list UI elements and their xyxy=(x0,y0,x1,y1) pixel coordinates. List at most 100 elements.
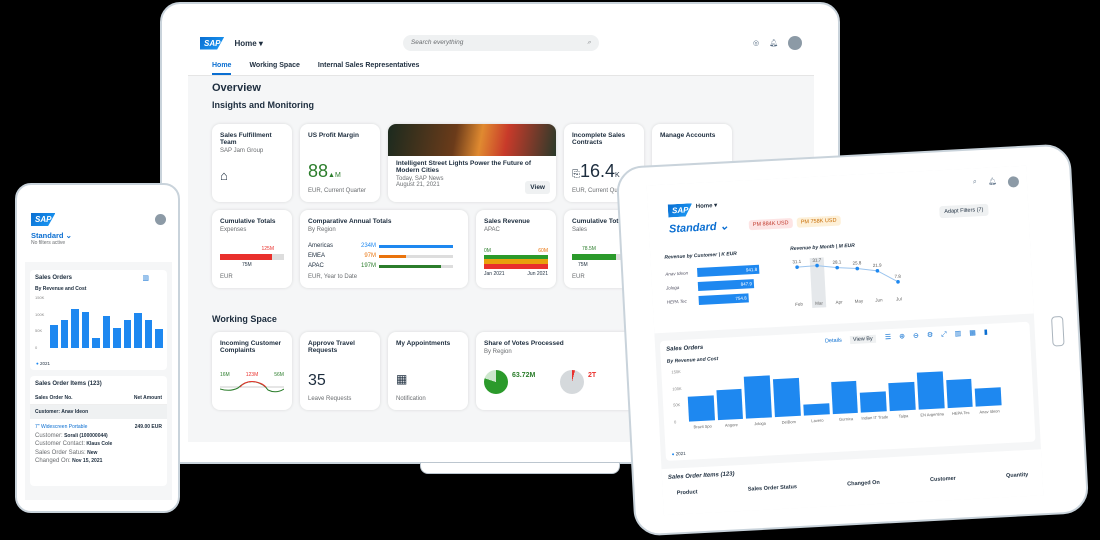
tab-working-space[interactable]: Working Space xyxy=(249,62,300,69)
customer-bar: 847.9 xyxy=(697,278,755,291)
bar[interactable] xyxy=(71,308,79,348)
kpi-chip[interactable]: PM 758K USD xyxy=(796,215,841,228)
y-tick-label: 150K xyxy=(671,369,681,375)
view-by-button[interactable]: View By xyxy=(849,334,876,345)
card-cumulative-expenses[interactable]: Cumulative Totals Expenses 125M 75M EUR xyxy=(212,210,292,288)
x-tick-label: Jun xyxy=(875,297,883,302)
tablet-screen: SAP Home ▾ 🔔︎ ⌕ Standard ⌄ PM 884K USD P… xyxy=(646,165,1044,516)
x-tick-label: Feb xyxy=(795,302,804,307)
bar[interactable] xyxy=(830,381,859,415)
bar[interactable] xyxy=(687,395,715,422)
table-row[interactable]: 7" Widescreen Portable 249.00 EUR Custome… xyxy=(35,424,162,464)
view-button[interactable]: View xyxy=(525,181,550,194)
y-tick-label: 0 xyxy=(673,419,677,425)
x-tick-label: Anav Ideon xyxy=(979,408,1000,415)
bar[interactable] xyxy=(134,313,142,348)
bar[interactable] xyxy=(916,371,945,410)
bar[interactable] xyxy=(773,377,801,418)
bar[interactable] xyxy=(81,312,90,348)
bar[interactable] xyxy=(744,375,773,419)
sales-revenue-chart xyxy=(484,255,548,269)
sap-logo: SAP xyxy=(668,203,693,217)
tablet: SAP Home ▾ 🔔︎ ⌕ Standard ⌄ PM 884K USD P… xyxy=(615,143,1090,537)
bar[interactable] xyxy=(888,381,916,412)
adapt-filters-button[interactable]: Adapt Filters (7) xyxy=(938,203,989,219)
variant-selector[interactable]: Standard ⌄ xyxy=(31,231,72,240)
complaints-line-chart xyxy=(220,381,284,393)
tab-home[interactable]: Home xyxy=(212,58,232,75)
variant-selector[interactable]: Standard ⌄ xyxy=(668,220,730,236)
sap-logo: SAP xyxy=(31,213,56,226)
bell-icon[interactable]: 🔔︎ xyxy=(987,178,998,186)
bar[interactable] xyxy=(60,319,69,348)
bar[interactable] xyxy=(144,319,153,348)
x-tick-label: EN Argentina xyxy=(920,411,945,418)
bar[interactable] xyxy=(113,328,121,348)
section-insights: Insights and Monitoring xyxy=(212,100,314,110)
bar[interactable] xyxy=(92,338,100,348)
home-menu[interactable]: Home ▾ xyxy=(234,38,263,48)
y-tick-label: 100K xyxy=(672,385,682,392)
avatar[interactable] xyxy=(155,214,166,225)
bar[interactable] xyxy=(860,391,887,413)
y-tick-label: 100K xyxy=(35,311,45,317)
card-travel-requests[interactable]: Approve Travel Requests 35 Leave Request… xyxy=(300,332,380,410)
line-point[interactable] xyxy=(875,269,880,273)
help-icon[interactable]: ◎ xyxy=(753,40,760,47)
data-label: 25.8 xyxy=(852,260,862,265)
y-tick-label: 50K xyxy=(35,328,43,334)
section-working-space: Working Space xyxy=(212,314,277,324)
card-us-profit-margin[interactable]: US Profit Margin 88▲M EUR, Current Quart… xyxy=(300,124,380,202)
line-point[interactable] xyxy=(896,280,900,284)
search-input[interactable]: Search everything ⌕ xyxy=(402,35,599,51)
tab-internal-sales[interactable]: Internal Sales Representatives xyxy=(317,62,420,69)
tablet-sales-orders-card: Sales Orders Details View By ☰⊕⊖⚙⤢▥▦▮ By… xyxy=(659,321,1036,461)
x-tick-label: Gurnica xyxy=(838,416,854,422)
home-menu[interactable]: Home ▾ xyxy=(695,202,718,211)
bar[interactable] xyxy=(50,324,58,348)
bar[interactable] xyxy=(716,388,744,421)
home-button[interactable] xyxy=(1051,315,1065,347)
bar[interactable] xyxy=(974,386,1002,407)
x-tick-label: Brazil Spo xyxy=(693,423,712,430)
card-sales-revenue[interactable]: Sales Revenue APAC 0M 60M Jan 2021 Jun 2021 xyxy=(476,210,556,288)
card-comparative-totals[interactable]: Comparative Annual Totals By Region Ameri… xyxy=(300,210,468,288)
x-tick-label: Jologa xyxy=(754,420,767,427)
bar[interactable] xyxy=(155,328,163,348)
details-link[interactable]: Details xyxy=(824,337,842,345)
chart-view-icon[interactable]: ▥ xyxy=(142,275,149,282)
customer-bar: 941.8 xyxy=(696,264,760,277)
x-tick-label: Jul xyxy=(896,296,902,301)
phone-table: Sales Order Items (123) Sales Order No. N… xyxy=(30,376,167,486)
bar[interactable] xyxy=(945,378,973,409)
line-point[interactable] xyxy=(835,265,839,270)
search-icon[interactable]: ⌕ xyxy=(972,178,978,186)
avatar[interactable] xyxy=(788,36,802,50)
x-tick-label: HEPA Tec xyxy=(951,409,970,416)
x-tick-label: Apr xyxy=(835,299,843,304)
kpi-chip[interactable]: PM 884K USD xyxy=(748,217,793,231)
line-point[interactable] xyxy=(815,263,819,268)
phone: SAP Standard ⌄ No filters active Sales O… xyxy=(15,183,180,513)
card-appointments[interactable]: My Appointments ▦ Notification xyxy=(388,332,468,410)
bar[interactable] xyxy=(803,403,830,416)
x-tick-label: DelBom xyxy=(781,419,796,425)
bar[interactable] xyxy=(123,319,132,348)
line-point[interactable] xyxy=(855,266,860,271)
line-point[interactable] xyxy=(795,265,799,269)
news-image xyxy=(388,124,556,156)
bar[interactable] xyxy=(102,316,111,348)
card-news[interactable]: Intelligent Street Lights Power the Futu… xyxy=(388,124,556,202)
region-row: Americas 234M xyxy=(308,241,460,251)
votes-pie-1 xyxy=(484,370,508,394)
tablet-table: Sales Order Items (123) Product Sales Ord… xyxy=(661,449,1044,516)
card-share-votes[interactable]: Share of Votes Processed By Region 63.72M… xyxy=(476,332,644,410)
data-label: 31.1 xyxy=(792,259,802,264)
bell-icon[interactable]: 🔔︎ xyxy=(769,40,778,47)
avatar[interactable] xyxy=(1007,176,1020,188)
region-bar xyxy=(379,244,453,248)
card-complaints[interactable]: Incoming Customer Complaints 16M 123M 56M xyxy=(212,332,292,410)
search-icon: ⌕ xyxy=(587,39,591,46)
card-sales-fulfillment[interactable]: Sales Fulfillment Team SAP Jam Group ⌂ xyxy=(212,124,292,202)
sap-logo: SAP xyxy=(200,36,225,50)
